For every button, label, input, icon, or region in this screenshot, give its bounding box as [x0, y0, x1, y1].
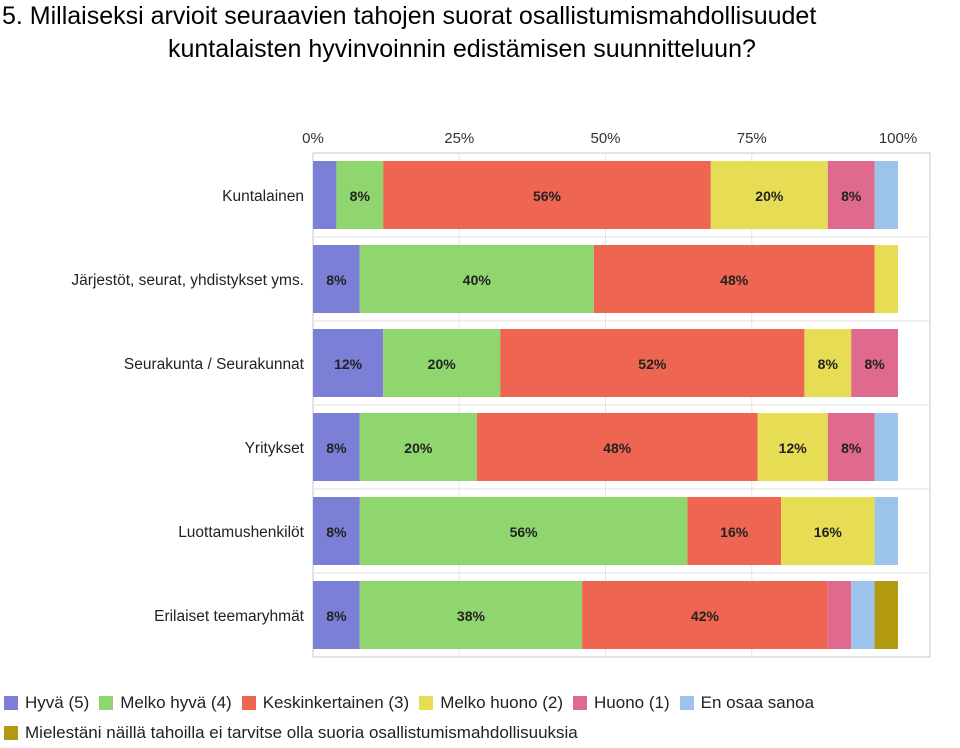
legend-swatch	[679, 696, 694, 710]
bar-segment	[313, 329, 384, 397]
data-label: 8%	[818, 356, 839, 372]
legend-row: Hyvä (5) Melko hyvä (4) Keskinkertainen (3…	[4, 688, 960, 718]
chart-title: 5. Millaiseksi arvioit seuraavien tahoje…	[0, 0, 960, 66]
data-label: 8%	[841, 440, 862, 456]
legend-swatch	[4, 726, 18, 740]
legend-item: Huono (1)	[573, 693, 670, 713]
chart-title-line2: kuntalaisten hyvinvoinnin edistämisen su…	[168, 35, 756, 63]
bar-segment	[313, 245, 360, 313]
bar-segment	[593, 245, 875, 313]
data-label: 16%	[814, 524, 843, 540]
category-label: Erilaiset teemaryhmät	[154, 608, 305, 625]
data-label: 56%	[533, 188, 562, 204]
data-label: 8%	[841, 188, 862, 204]
data-label: 8%	[326, 272, 347, 288]
category-label: Kuntalainen	[222, 188, 304, 205]
data-label: 40%	[463, 272, 492, 288]
data-label: 20%	[404, 440, 433, 456]
legend-label: En osaa sanoa	[700, 693, 815, 712]
chart-title-line1: 5. Millaiseksi arvioit seuraavien tahoje…	[2, 2, 817, 30]
bar-segment	[476, 413, 758, 481]
bar-segment	[359, 497, 688, 565]
bar-segment	[687, 497, 781, 565]
x-tick-label: 0%	[302, 130, 324, 147]
bar-segment	[827, 581, 852, 649]
bar-segment	[757, 413, 828, 481]
legend-swatch	[241, 696, 256, 710]
data-label: 8%	[350, 188, 371, 204]
bar-segment	[874, 161, 898, 229]
data-label: 48%	[720, 272, 749, 288]
legend-label: Mielestäni näillä tahoilla ei tarvitse o…	[25, 723, 578, 742]
bar-segment	[851, 329, 898, 397]
legend-row: Mielestäni näillä tahoilla ei tarvitse o…	[4, 718, 960, 748]
category-label: Luottamushenkilöt	[178, 524, 304, 541]
legend-swatch	[99, 696, 114, 710]
category-label: Järjestöt, seurat, yhdistykset yms.	[71, 272, 304, 289]
category-label: Yritykset	[245, 440, 305, 457]
legend-label: Hyvä (5)	[25, 693, 90, 712]
legend-label: Huono (1)	[594, 693, 670, 712]
legend-label: Melko huono (2)	[440, 693, 564, 712]
bar-segment	[874, 245, 898, 313]
data-label: 56%	[510, 524, 539, 540]
bar-segment	[827, 413, 875, 481]
bar-segment	[313, 161, 337, 229]
bar-segment	[313, 497, 360, 565]
x-tick-label: 25%	[444, 130, 474, 147]
bar-segment	[359, 245, 594, 313]
bar-segment	[500, 329, 805, 397]
bar-segment	[710, 161, 828, 229]
bar-segment	[827, 161, 875, 229]
bar-segment	[874, 413, 898, 481]
data-label: 38%	[457, 608, 486, 624]
bar-segment	[383, 329, 501, 397]
data-label: 12%	[334, 356, 363, 372]
legend-item: Hyvä (5)	[4, 693, 89, 713]
bar-segment	[874, 497, 898, 565]
category-label: Seurakunta / Seurakunnat	[124, 356, 305, 373]
legend-swatch	[4, 696, 18, 710]
data-label: 48%	[603, 440, 632, 456]
bar-segment	[313, 413, 360, 481]
data-label: 8%	[326, 440, 347, 456]
bar-segment	[313, 581, 360, 649]
bar-segment	[804, 329, 852, 397]
legend-label: Keskinkertainen (3)	[262, 693, 410, 712]
bar-segment	[383, 161, 711, 229]
bar-segment	[359, 413, 477, 481]
data-label: 20%	[755, 188, 784, 204]
data-label: 8%	[864, 356, 885, 372]
legend-swatch	[573, 696, 588, 710]
data-label: 42%	[691, 608, 720, 624]
x-tick-label: 100%	[879, 130, 917, 147]
data-label: 16%	[720, 524, 749, 540]
bar-segment	[874, 581, 898, 649]
legend-label: Melko hyvä (4)	[120, 693, 232, 712]
data-label: 20%	[428, 356, 457, 372]
legend-item: Mielestäni näillä tahoilla ei tarvitse o…	[4, 723, 578, 743]
bar-segment	[851, 581, 875, 649]
data-label: 52%	[638, 356, 667, 372]
legend-item: Melko hyvä (4)	[99, 693, 232, 713]
bar-segment	[582, 581, 828, 649]
legend-swatch	[419, 696, 434, 710]
data-label: 8%	[326, 524, 347, 540]
data-label: 8%	[326, 608, 347, 624]
data-label: 12%	[779, 440, 808, 456]
legend-item: Melko huono (2)	[419, 693, 563, 713]
chart-legend: Hyvä (5) Melko hyvä (4) Keskinkertainen (3…	[4, 688, 960, 748]
bar-segment	[781, 497, 875, 565]
bar-segment	[359, 581, 583, 649]
legend-item: Keskinkertainen (3)	[241, 693, 410, 713]
bar-segment	[336, 161, 384, 229]
x-tick-label: 75%	[737, 130, 767, 147]
x-tick-label: 50%	[590, 130, 620, 147]
legend-item: En osaa sanoa	[679, 693, 815, 713]
